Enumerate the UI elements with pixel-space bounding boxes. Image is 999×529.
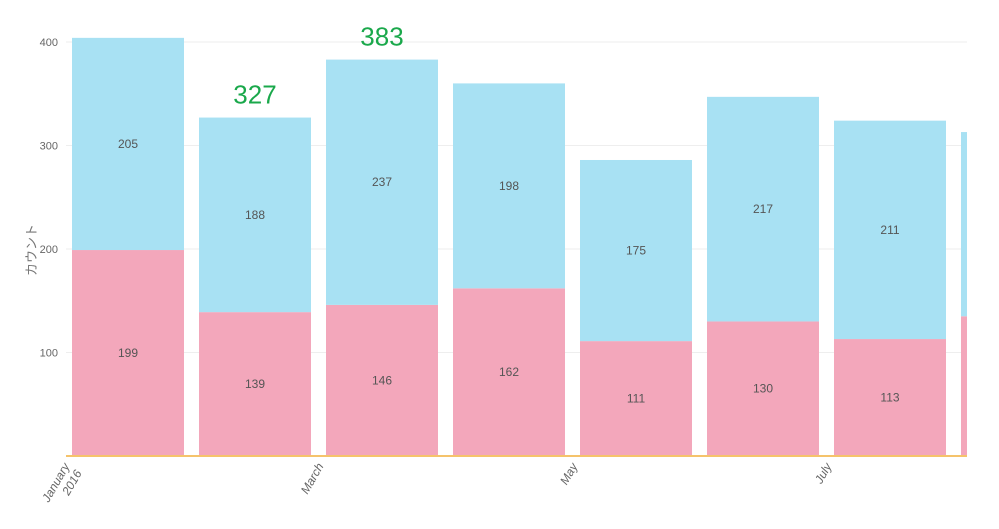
bar-data-label: 217	[753, 202, 773, 216]
bar-data-label: 237	[372, 175, 392, 189]
total-callouts: 327 383	[233, 22, 403, 110]
bar-data-label: 211	[880, 223, 899, 237]
x-tick-label: May	[557, 460, 581, 487]
y-tick-label: 100	[40, 348, 58, 360]
bar-data-label: 162	[499, 365, 519, 379]
y-tick-label: 300	[40, 141, 58, 153]
x-tick-label: July	[811, 460, 835, 487]
bar-segment-top	[326, 59, 438, 305]
bar-segment-bottom	[707, 321, 819, 456]
x-tick-label-line: May	[557, 460, 581, 487]
bar-segment-top	[199, 117, 311, 313]
bar-data-label: 113	[880, 391, 899, 405]
y-tick-label: 400	[40, 37, 58, 49]
bar-data-label: 188	[245, 208, 265, 222]
bars: 199 205 139 188 146 237 162 198 111 175 130 217 113 2…	[66, 37, 967, 457]
bar-data-label: 130	[753, 382, 773, 396]
bar-segment-top	[707, 96, 819, 322]
bar-data-label: 205	[118, 137, 138, 151]
y-axis-label: カウント	[25, 224, 40, 276]
bar-segment-top	[580, 159, 692, 342]
bar-segment-top	[834, 120, 946, 340]
bar-segment-bottom	[326, 304, 438, 456]
bar-segment-bottom	[834, 339, 946, 456]
x-tick-label-line: July	[811, 460, 835, 487]
y-axis-ticks: 100 200 300 400	[40, 37, 58, 360]
total-callout: 327	[233, 80, 276, 110]
bar-data-label: 139	[245, 377, 265, 391]
bar-data-label: 146	[372, 373, 392, 387]
bar-segment-bottom	[961, 316, 967, 456]
bar-segment-bottom	[72, 250, 184, 456]
x-tick-label: March	[298, 460, 327, 496]
x-tick-label-line: March	[298, 460, 327, 496]
bar-data-label: 175	[626, 244, 646, 258]
bar-segment-bottom	[199, 312, 311, 456]
bar-segment-top	[72, 37, 184, 251]
bar-data-label: 199	[118, 346, 138, 360]
bar-segment-top	[453, 83, 565, 289]
bar-segment-bottom	[580, 341, 692, 456]
bar-data-label: 198	[499, 179, 519, 193]
bar-data-label: 111	[627, 392, 646, 406]
bar-segment-top	[961, 132, 967, 317]
y-tick-label: 200	[40, 244, 58, 256]
total-callout: 383	[360, 22, 403, 52]
bar-segment-bottom	[453, 288, 565, 456]
